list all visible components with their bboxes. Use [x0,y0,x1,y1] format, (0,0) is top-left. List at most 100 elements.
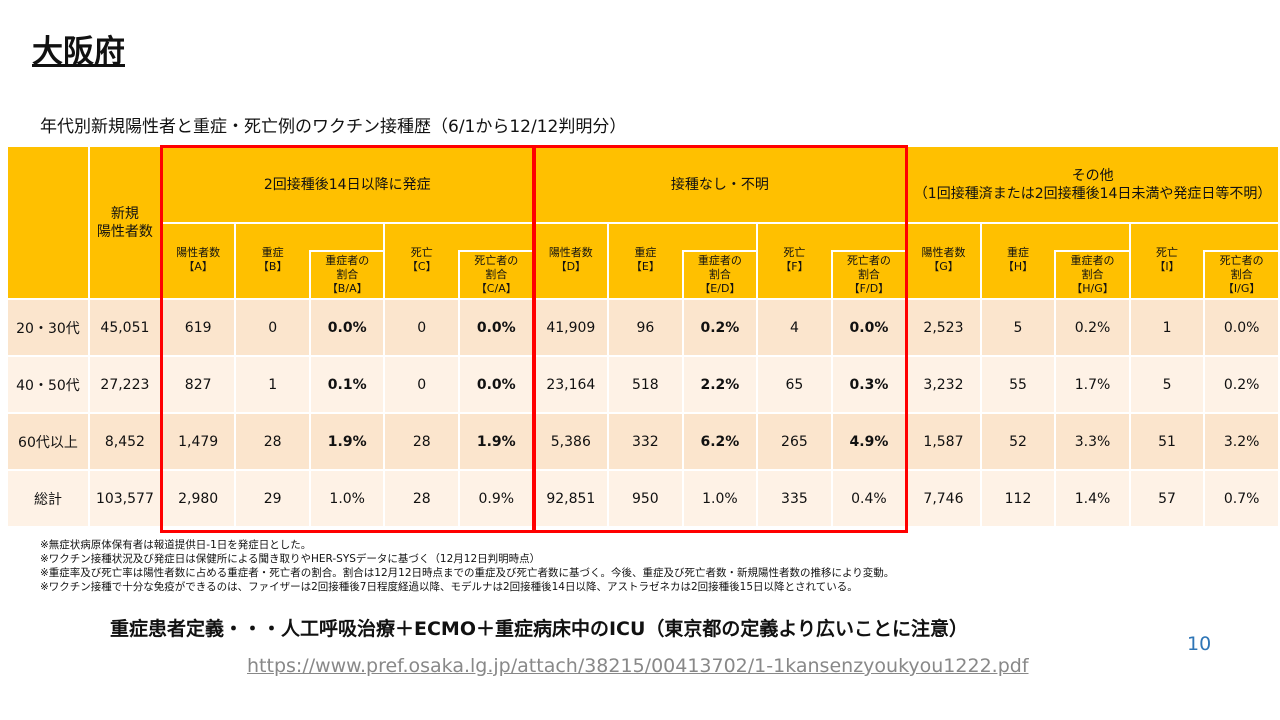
table-cell: 2,980 [159,469,237,528]
table-cell: 950 [607,469,684,528]
death-header: 死亡 【C】 [383,222,459,300]
positive-header: 陽性者数 【G】 [905,222,982,300]
table-cell: 0.1% [308,355,386,414]
table-cell: 5,386 [532,412,610,471]
table-cell: 1.9% [308,412,386,471]
footnote: ※ワクチン接種で十分な免疫ができるのは、ファイザーは2回接種後7日程度経過以降、… [40,581,858,593]
table-cell: 96 [607,298,684,357]
table-cell: 92,851 [532,469,610,528]
table-cell: 4.9% [830,412,908,471]
table-cell: 1,587 [905,412,982,471]
table-cell: 0.3% [830,355,908,414]
table-cell: 65 [756,355,833,414]
page-number: 10 [1187,633,1212,655]
footnote: ※重症率及び死亡率は陽性者数に占める重症者・死亡者の割合。割合は12月12日時点… [40,567,895,579]
death-header: 死亡 【F】 [756,222,832,300]
group-header: 2回接種後14日以降に発症 [159,145,535,224]
death-rate-header: 死亡者の 割合 【F/D】 [830,250,908,300]
table-cell: 7,746 [905,469,982,528]
table-cell: 827 [159,355,237,414]
header-spacer [831,222,908,252]
severe-rate-header: 重症者の 割合 【E/D】 [681,250,759,300]
table-cell: 0.2% [1203,355,1280,414]
table-row: 40・50代 27,223 827 1 0.1% 0 0.0% 23,164 518 2.2% 65… [6,355,1280,414]
severe-header: 重症 【B】 [234,222,310,300]
page-title: 大阪府 [32,34,125,70]
severe-rate-header: 重症者の 割合 【H/G】 [1054,250,1131,300]
group-header: その他 （1回接種済または2回接種後14日未満や発症日等不明） [905,145,1280,224]
positive-header: 陽性者数 【A】 [159,222,237,300]
table-cell: 55 [979,355,1057,414]
positive-header: 陽性者数 【D】 [532,222,610,300]
death-rate-header: 死亡者の 割合 【C/A】 [458,250,535,300]
table-cell: 0.0% [1203,298,1280,357]
table-cell: 45,051 [87,298,162,357]
table-cell: 0.7% [1203,469,1280,528]
table-cell: 1.0% [308,469,386,528]
table-cell: 3.2% [1203,412,1280,471]
vaccination-table: 新規 陽性者数 2回接種後14日以降に発症 接種なし・不明 その他 （1回接種済または… [6,145,1280,528]
table-cell: 0.0% [458,298,535,357]
table-row: 総計 103,577 2,980 29 1.0% 28 0.9% 92,851 950 1.0% 3… [6,469,1280,528]
header-spacer [1055,222,1131,252]
table-cell: 29 [234,469,311,528]
footnote: ※ワクチン接種状況及び発症日は保健所による聞き取りやHER-SYSデータに基づく… [40,553,541,565]
severe-header: 重症 【E】 [607,222,683,300]
table-cell: 2.2% [681,355,759,414]
table-cell: 27,223 [87,355,162,414]
age-group: 60代以上 [6,412,90,471]
table-cell: 518 [607,355,684,414]
table-cell: 1 [234,355,311,414]
table-row: 60代以上 8,452 1,479 28 1.9% 28 1.9% 5,386 332 6.2% 2… [6,412,1280,471]
header-spacer [682,222,759,252]
table-cell: 1.0% [681,469,759,528]
table-cell: 0.0% [308,298,386,357]
table-cell: 0 [383,298,460,357]
source-link[interactable]: https://www.pref.osaka.lg.jp/attach/3821… [247,655,1029,677]
table-cell: 0 [383,355,460,414]
table-cell: 8,452 [87,412,162,471]
table-cell: 52 [979,412,1057,471]
table-cell: 6.2% [681,412,759,471]
table-cell: 57 [1128,469,1206,528]
header-spacer [309,222,386,252]
severe-definition: 重症患者定義・・・人工呼吸治療＋ECMO＋重症病床中のICU（東京都の定義より広… [110,618,969,640]
table-cell: 1,479 [159,412,237,471]
table-cell: 4 [756,298,833,357]
table-cell: 41,909 [532,298,610,357]
severe-header: 重症 【H】 [979,222,1056,300]
new-cases-header: 新規 陽性者数 [87,145,162,300]
table-cell: 265 [756,412,833,471]
table-cell: 0.2% [1054,298,1131,357]
table-cell: 0.0% [458,355,535,414]
age-group: 総計 [6,469,90,528]
table-cell: 3.3% [1054,412,1131,471]
age-header [6,145,90,300]
death-header: 死亡 【I】 [1128,222,1205,300]
table-cell: 5 [1128,355,1206,414]
header-spacer [1204,222,1280,252]
table-cell: 2,523 [905,298,982,357]
footnotes: ※無症状病原体保有者は報道提供日-1日を発症日とした。 ※ワクチン接種状況及び発症… [40,538,894,594]
table-cell: 23,164 [532,355,610,414]
table-cell: 103,577 [87,469,162,528]
table-title: 年代別新規陽性者と重症・死亡例のワクチン接種歴（6/1から12/12判明分） [40,117,627,137]
table-cell: 1.4% [1054,469,1131,528]
table-cell: 1.7% [1054,355,1131,414]
age-group: 40・50代 [6,355,90,414]
table-cell: 1.9% [458,412,535,471]
table-cell: 28 [234,412,311,471]
table-cell: 5 [979,298,1057,357]
table-cell: 332 [607,412,684,471]
table-row: 20・30代 45,051 619 0 0.0% 0 0.0% 41,909 96 0.2% 4 0.… [6,298,1280,357]
table-cell: 0 [234,298,311,357]
table-cell: 0.9% [458,469,535,528]
death-rate-header: 死亡者の 割合 【I/G】 [1203,250,1280,300]
table-cell: 3,232 [905,355,982,414]
table-cell: 0.0% [830,298,908,357]
table-cell: 619 [159,298,237,357]
severe-rate-header: 重症者の 割合 【B/A】 [308,250,386,300]
footnote: ※無症状病原体保有者は報道提供日-1日を発症日とした。 [40,539,312,551]
table-cell: 1 [1128,298,1206,357]
header-spacer [459,222,535,252]
